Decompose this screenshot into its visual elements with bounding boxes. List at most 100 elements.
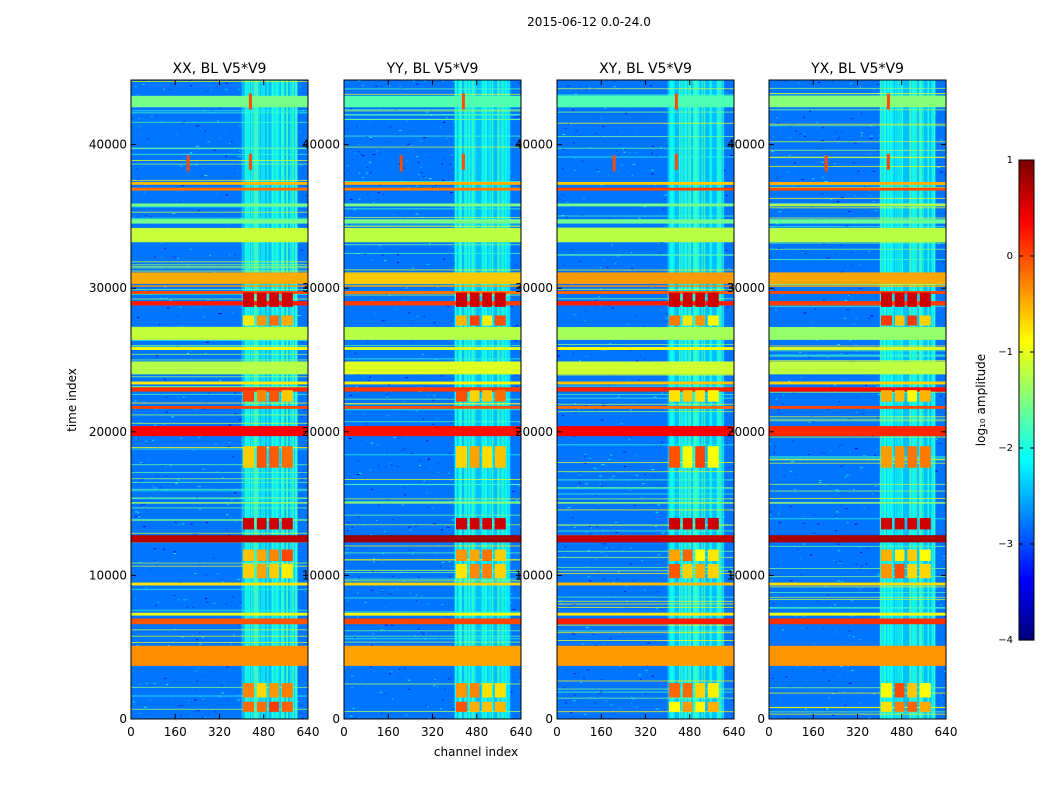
noise-speckle [607,533,610,535]
noise-speckle [853,323,856,325]
time-band [131,227,308,243]
noise-speckle [213,711,217,713]
noise-speckle [790,470,793,472]
noise-speckle [602,529,604,531]
noise-speckle [772,135,775,137]
noise-speckle [448,472,450,474]
noise-speckle [435,571,437,573]
noise-speckle [414,437,417,439]
noise-speckle [782,492,784,494]
rfi-block [881,563,893,579]
noise-speckle [412,80,415,82]
noise-speckle [366,172,369,174]
noise-speckle [660,146,662,148]
noise-speckle [817,89,821,91]
rfi-channel-line [681,80,683,719]
time-line [131,519,308,521]
noise-speckle [799,133,802,135]
noise-speckle [877,573,881,575]
noise-speckle [168,417,171,419]
noise-speckle [153,560,156,562]
noise-speckle [571,593,573,595]
rfi-block [482,549,492,562]
noise-speckle [813,375,815,377]
noise-speckle [228,424,232,426]
noise-speckle [841,421,843,423]
noise-speckle [726,305,729,307]
noise-speckle [447,678,451,680]
time-line [344,109,521,111]
noise-speckle [187,353,190,355]
time-band [131,618,308,625]
noise-speckle [304,445,307,447]
noise-speckle [937,261,939,263]
noise-speckle [588,525,592,527]
noise-speckle [823,709,826,711]
noise-speckle [615,150,617,152]
time-line [557,156,734,158]
noise-speckle [876,385,880,387]
noise-speckle [858,609,861,611]
noise-speckle [939,395,942,397]
noise-speckle [441,217,444,219]
colorbar-segment [1019,228,1034,233]
noise-speckle [519,172,521,174]
noise-speckle [850,118,853,120]
noise-speckle [850,82,853,84]
noise-speckle [138,134,140,136]
noise-speckle [863,507,866,509]
noise-speckle [604,514,607,516]
noise-speckle [234,413,237,415]
rfi-block [256,549,267,562]
noise-speckle [854,609,856,611]
noise-speckle [304,577,308,579]
noise-speckle [146,138,149,140]
noise-speckle [175,134,179,136]
noise-speckle [165,475,168,477]
noise-speckle [634,314,636,316]
noise-speckle [176,315,180,317]
noise-speckle [359,472,362,474]
noise-speckle [196,496,199,498]
noise-speckle [423,551,425,553]
noise-speckle [218,313,222,315]
time-line [769,157,946,159]
noise-speckle [425,386,428,388]
time-line [769,109,946,111]
noise-speckle [645,693,647,695]
time-line [344,216,521,218]
noise-speckle [837,512,840,514]
noise-speckle [357,503,359,505]
time-band [557,535,734,543]
noise-speckle [194,699,197,701]
noise-speckle [145,587,148,589]
noise-speckle [771,677,774,679]
noise-speckle [516,324,519,326]
noise-speckle [584,713,587,715]
noise-speckle [163,423,165,425]
noise-speckle [639,415,642,417]
noise-speckle [629,563,633,565]
colorbar-segment [1019,168,1034,173]
noise-speckle [607,217,611,219]
time-line [557,550,734,552]
noise-speckle [563,687,566,689]
time-line [557,122,734,124]
noise-speckle [225,603,227,605]
noise-speckle [232,343,234,345]
noise-speckle [859,86,861,88]
noise-speckle [597,346,600,348]
rfi-channel-line [719,80,721,719]
rfi-block [907,683,917,698]
noise-speckle [840,504,842,506]
time-line [557,680,734,682]
noise-speckle [408,526,411,528]
time-band [557,381,734,385]
noise-speckle [842,528,845,530]
noise-speckle [377,192,380,194]
time-line [557,298,734,300]
noise-speckle [214,255,216,257]
colorbar-segment [1019,444,1034,449]
noise-speckle [373,561,375,563]
colorbar-segment [1019,288,1034,293]
